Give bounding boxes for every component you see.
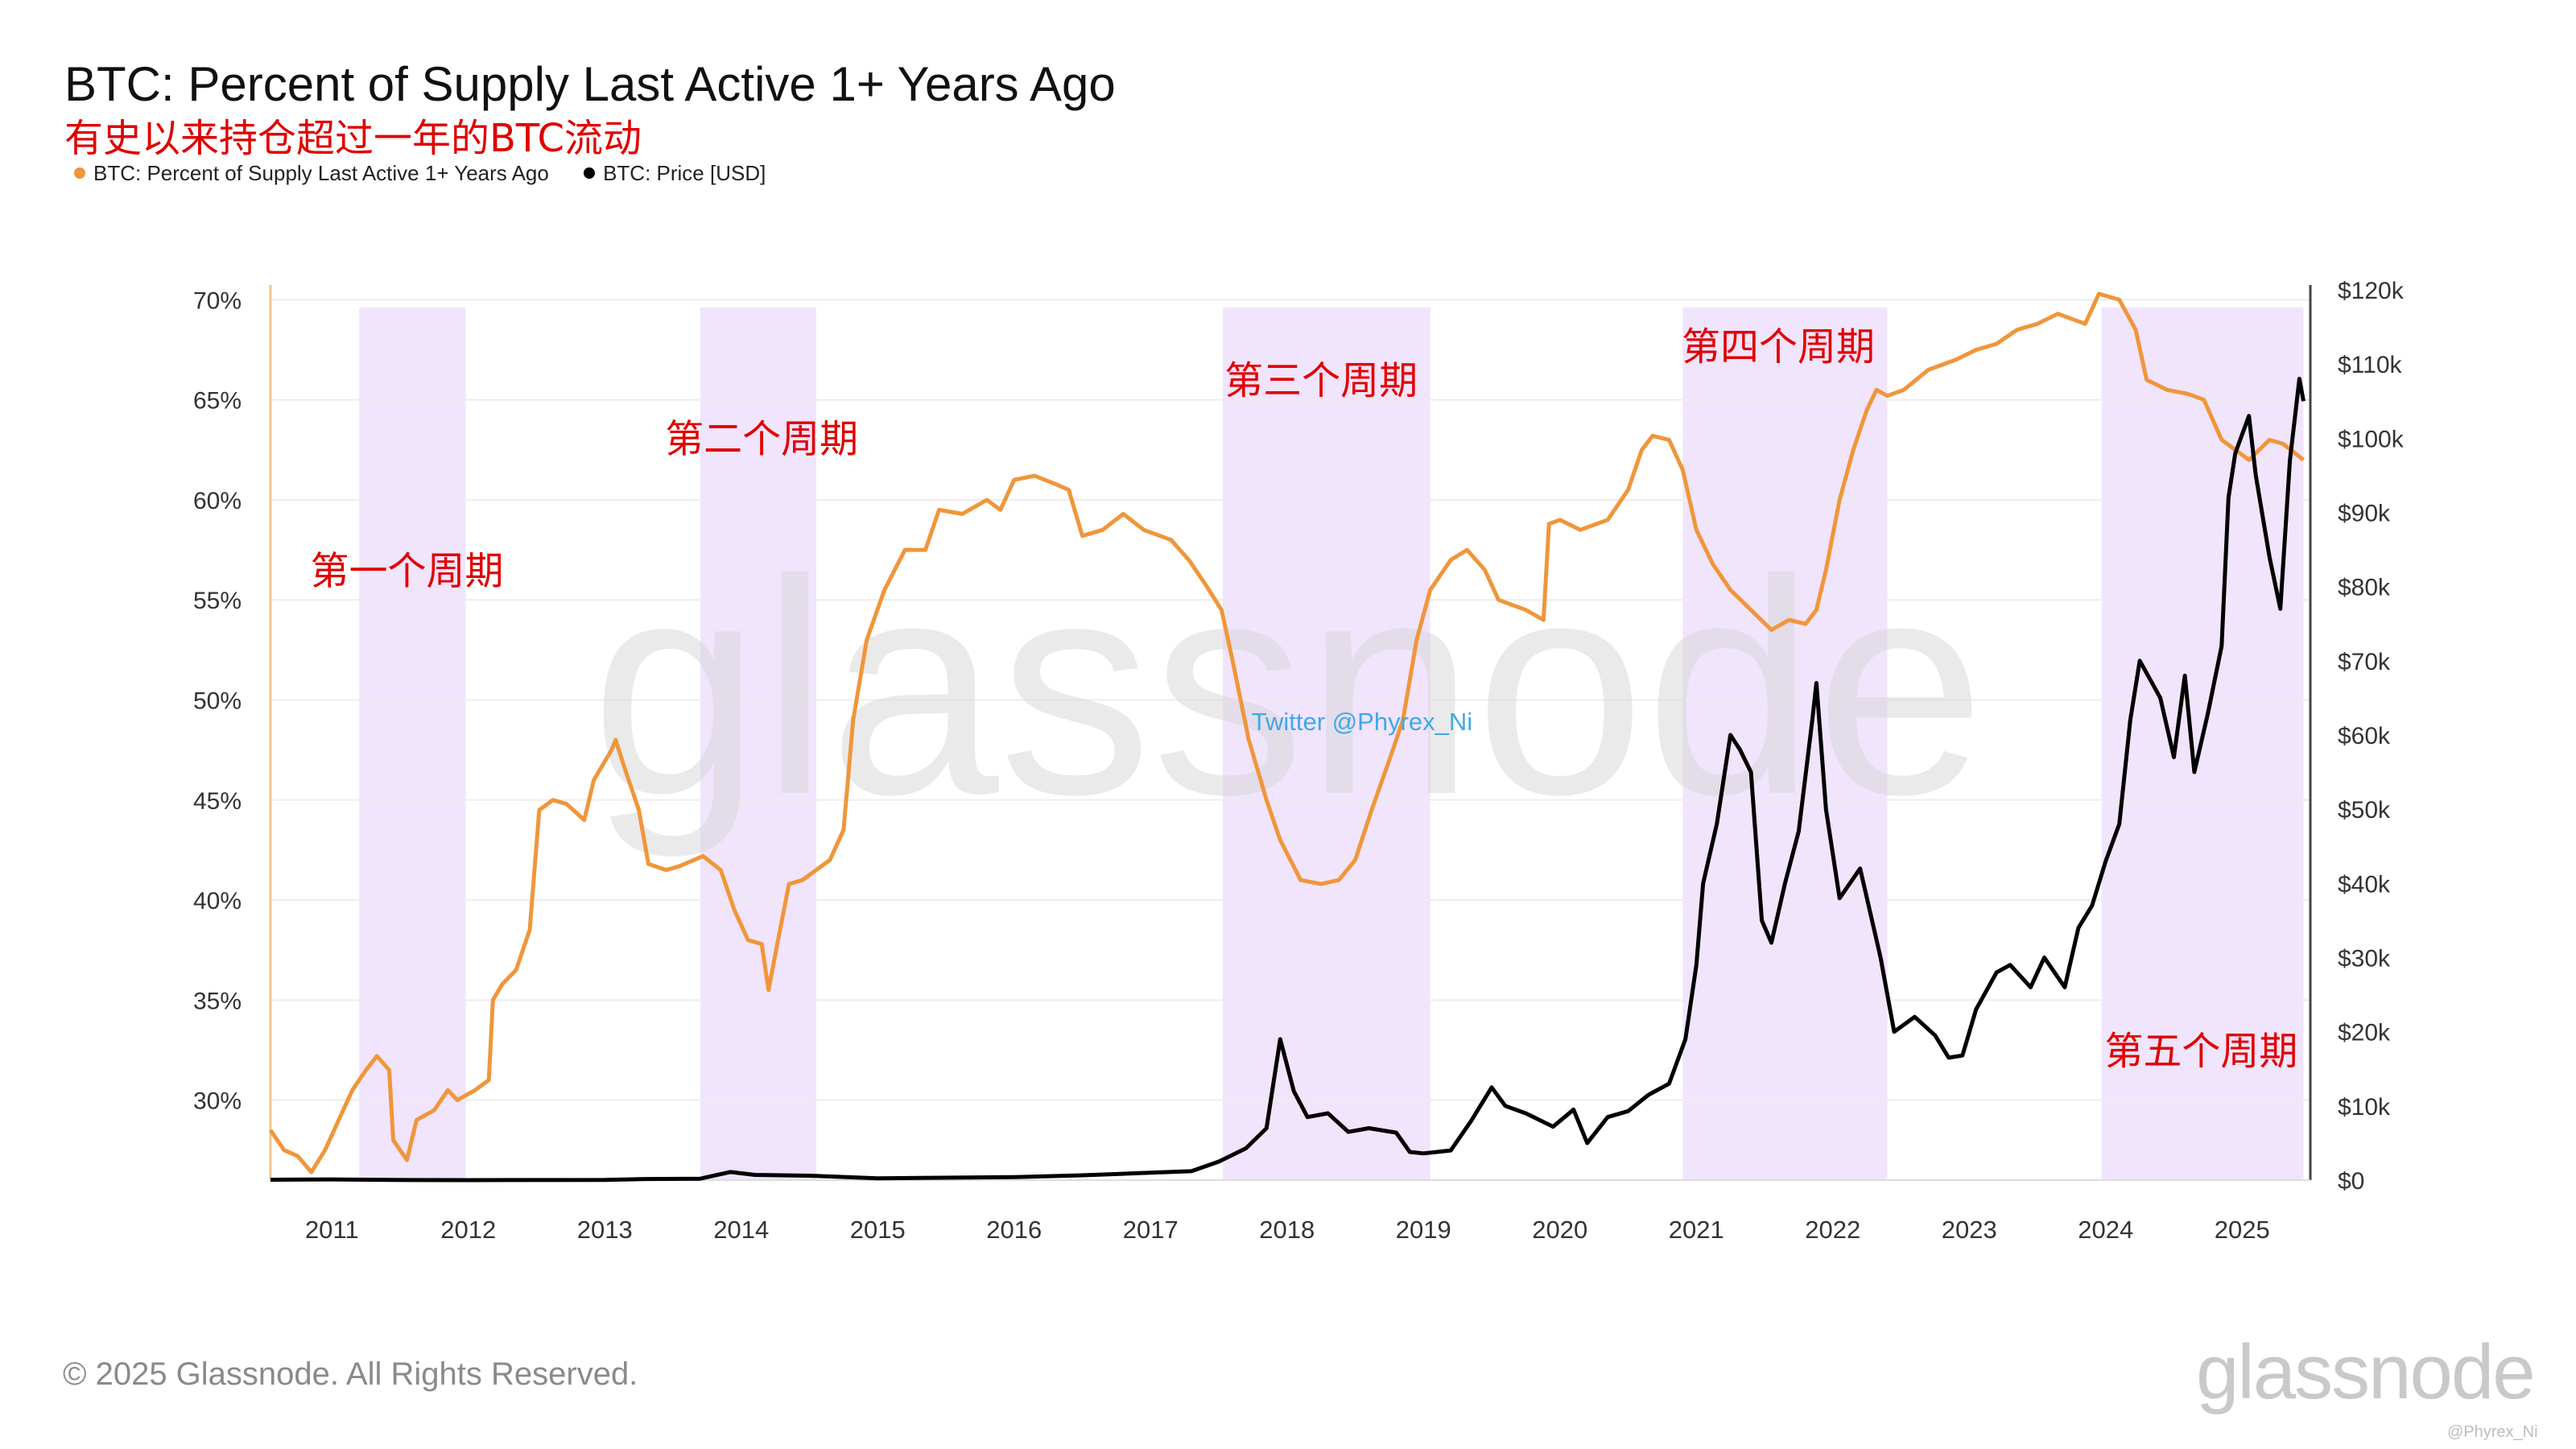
legend-label-supply: BTC: Percent of Supply Last Active 1+ Ye… — [93, 160, 549, 185]
left-tick-label: 40% — [193, 888, 242, 914]
cycle-label-5: 第五个周期 — [2104, 1029, 2297, 1074]
left-tick-label: 60% — [193, 488, 242, 514]
x-tick-label: 2021 — [1669, 1216, 1724, 1244]
legend-dot-price — [584, 167, 596, 179]
x-tick-label: 2016 — [986, 1216, 1042, 1244]
x-tick-label: 2025 — [2215, 1216, 2270, 1244]
legend-label-price: BTC: Price [USD] — [603, 160, 766, 185]
right-tick-label: $10k — [2338, 1094, 2391, 1121]
left-tick-label: 50% — [193, 688, 242, 715]
series-line-supply — [268, 291, 2306, 1174]
right-axis-ticks: $120k $110k $100k $90k $80k $70k $60k $50k $40k $… — [2338, 278, 2405, 1195]
cycle-band-1 — [359, 308, 466, 1180]
x-tick-label: 2014 — [713, 1216, 769, 1244]
x-tick-label: 2012 — [440, 1216, 496, 1244]
copyright: © 2025 Glassnode. All Rights Reserved. — [63, 1356, 638, 1392]
x-tick-label: 2018 — [1259, 1216, 1315, 1244]
legend-item-price[interactable]: BTC: Price [USD] — [584, 161, 766, 186]
right-tick-label: $30k — [2338, 946, 2391, 972]
left-tick-label: 35% — [193, 988, 242, 1014]
series-lines — [268, 291, 2306, 1183]
x-tick-label: 2022 — [1805, 1216, 1860, 1244]
left-tick-label: 55% — [193, 588, 242, 614]
x-tick-label: 2019 — [1396, 1216, 1451, 1244]
chart-title: BTC: Percent of Supply Last Active 1+ Ye… — [64, 57, 1116, 111]
right-tick-label: $40k — [2338, 871, 2391, 898]
legend-dot-supply — [74, 167, 85, 179]
x-tick-label: 2013 — [577, 1216, 633, 1244]
x-tick-label: 2017 — [1123, 1216, 1179, 1244]
left-axis-ticks: 70% 65% 60% 55% 50% 45% 40% 35% 30% — [193, 287, 242, 1114]
right-tick-label: $60k — [2338, 723, 2391, 749]
legend-item-supply[interactable]: BTC: Percent of Supply Last Active 1+ Ye… — [74, 161, 549, 186]
gridlines — [270, 299, 2310, 1101]
right-tick-label: $110k — [2338, 352, 2403, 378]
x-tick-label: 2023 — [1942, 1216, 1997, 1244]
right-tick-label: $70k — [2338, 649, 2391, 675]
x-tick-label: 2011 — [305, 1216, 359, 1244]
series-line-price — [270, 377, 2306, 1183]
x-tick-label: 2020 — [1532, 1216, 1587, 1244]
cycle-label-4: 第四个周期 — [1682, 324, 1875, 369]
right-tick-label: $100k — [2338, 426, 2405, 452]
x-tick-label: 2015 — [850, 1216, 906, 1244]
right-tick-label: $90k — [2338, 501, 2391, 527]
right-tick-label: $20k — [2338, 1020, 2391, 1046]
cycle-band-2 — [700, 308, 816, 1180]
author-credit: @Phyrex_Ni — [2447, 1423, 2538, 1441]
left-tick-label: 30% — [193, 1088, 242, 1115]
x-tick-label: 2024 — [2078, 1216, 2133, 1244]
watermark-logo: glassnode — [591, 516, 1985, 860]
cycle-label-2: 第二个周期 — [665, 416, 858, 461]
right-tick-label: $50k — [2338, 797, 2391, 824]
left-tick-label: 70% — [193, 287, 242, 314]
chart-subtitle: 有史以来持仓超过一年的BTC流动 — [64, 116, 642, 161]
right-tick-label: $120k — [2338, 278, 2405, 304]
cycle-label-1: 第一个周期 — [310, 548, 503, 593]
legend: BTC: Percent of Supply Last Active 1+ Ye… — [74, 159, 795, 186]
twitter-handle: Twitter @Phyrex_Ni — [1252, 708, 1472, 736]
cycle-label-3: 第三个周期 — [1224, 358, 1418, 403]
right-tick-label: $0 — [2338, 1168, 2364, 1195]
glassnode-logo: glassnode — [2196, 1329, 2536, 1415]
left-tick-label: 65% — [193, 388, 242, 415]
right-tick-label: $80k — [2338, 575, 2391, 601]
x-axis-ticks: 2011 2012 2013 2014 2015 2016 2017 2018 2019 2020… — [305, 1216, 2270, 1244]
left-tick-label: 45% — [193, 788, 242, 815]
